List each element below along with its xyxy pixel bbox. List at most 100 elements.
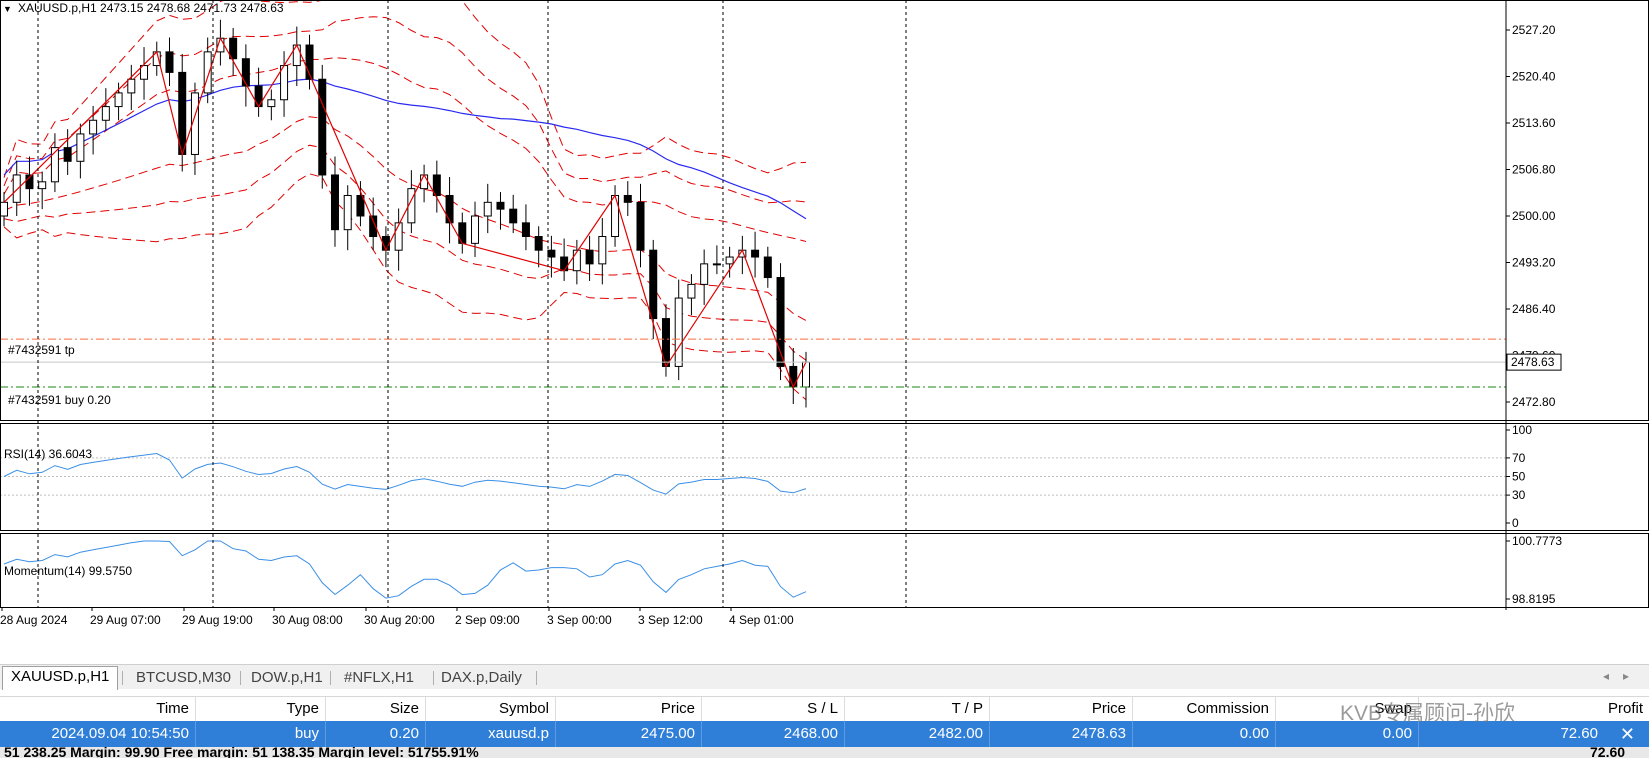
momentum-line (3, 540, 807, 599)
candle-body (114, 92, 123, 108)
col-commission[interactable]: Commission (1133, 697, 1276, 721)
momentum-axis-label: 98.8195 (1512, 592, 1556, 606)
candle-body (76, 133, 85, 162)
trade-stop-loss[interactable]: 2468.00 (702, 721, 845, 747)
time-axis-label: 28 Aug 2024 (0, 613, 68, 627)
candle-body (140, 65, 149, 80)
momentum-label: Momentum(14) 99.5750 (4, 564, 132, 578)
candle-body (483, 201, 492, 217)
watermark: KVB专属顾问-孙欣 (1340, 702, 1516, 725)
col-type[interactable]: Type (196, 697, 326, 721)
col-symbol[interactable]: Symbol (426, 697, 556, 721)
moving-average-line (3, 78, 807, 220)
candle-body (165, 51, 174, 73)
time-axis-label: 4 Sep 01:00 (729, 613, 794, 627)
candle-body (636, 201, 645, 251)
account-status-bar: 51 238.25 Margin: 99.90 Free margin: 51 … (0, 747, 1649, 758)
trade-time: 2024.09.04 10:54:50 (0, 721, 196, 747)
candle-body (521, 222, 530, 238)
envelope-band (3, 144, 807, 361)
candle-body (458, 222, 467, 244)
candle-body (432, 174, 441, 196)
candle-body (420, 174, 429, 190)
candle-body (356, 194, 365, 217)
price-axis-label: 2472.80 (1512, 395, 1556, 409)
price-axis-label: 2500.00 (1512, 209, 1556, 223)
col-time[interactable]: Time (0, 697, 196, 721)
time-axis-label: 29 Aug 19:00 (182, 613, 253, 627)
time-axis: 28 Aug 2024 29 Aug 07:00 29 Aug 19:00 30 Au… (0, 607, 794, 627)
price-axis-label: 2513.60 (1512, 116, 1556, 130)
candle-body (369, 215, 378, 238)
account-summary: 51 238.25 Margin: 99.90 Free margin: 51 … (4, 747, 479, 758)
envelope-band (3, 0, 807, 178)
candle-body (343, 194, 352, 231)
zigzag-line (3, 36, 807, 389)
price-pane: 2527.20 2520.40 2513.60 2506.80 2500.00 2493.… (0, 0, 1562, 409)
rsi-axis-label: 0 (1512, 516, 1519, 530)
tab-xauusd[interactable]: XAUUSD.p,H1 (2, 666, 119, 690)
col-profit[interactable]: Profit (1607, 700, 1643, 717)
trade-row[interactable]: 2024.09.04 10:54:50 buy 0.20 xauusd.p 24… (0, 721, 1649, 747)
candle-body (445, 194, 454, 224)
candle-body (38, 181, 47, 190)
candle-body (598, 236, 607, 265)
time-axis-label: 30 Aug 08:00 (272, 613, 343, 627)
trade-commission: 0.00 (1133, 721, 1276, 747)
trade-take-profit[interactable]: 2482.00 (845, 721, 990, 747)
chart-tabs: XAUUSD.p,H1 BTCUSD,M30 DOW.p,H1 #NFLX,H1… (0, 664, 1649, 690)
col-current-price[interactable]: Price (990, 697, 1133, 721)
candle-body (547, 249, 556, 258)
rsi-axis-label: 50 (1512, 470, 1526, 484)
col-tp[interactable]: T / P (845, 697, 990, 721)
candle-body (203, 51, 212, 94)
candle-body (394, 222, 403, 251)
candle-body (687, 283, 696, 299)
col-sl[interactable]: S / L (702, 697, 845, 721)
tab-btcusd[interactable]: BTCUSD,M30 (136, 669, 232, 686)
candle-body (50, 147, 59, 183)
col-price[interactable]: Price (556, 697, 702, 721)
candle-body (572, 249, 581, 272)
envelope-band (3, 16, 807, 204)
tab-dax[interactable]: DAX.p,Daily (441, 669, 522, 686)
candle-body (229, 37, 238, 60)
envelope-band (3, 116, 807, 322)
candle-body (63, 147, 72, 162)
time-axis-label: 2 Sep 09:00 (455, 613, 520, 627)
candle-body (471, 215, 480, 244)
col-size[interactable]: Size (326, 697, 426, 721)
tab-nflx[interactable]: #NFLX,H1 (344, 669, 415, 686)
candle-body (267, 99, 276, 108)
candle-body (190, 92, 199, 155)
rsi-line (3, 452, 807, 495)
trade-size: 0.20 (326, 721, 426, 747)
envelope-band (3, 57, 807, 242)
col-swap[interactable]: Swap (1276, 697, 1419, 721)
rsi-label: RSI(14) 36.6043 (4, 447, 92, 461)
candle-body (178, 71, 187, 155)
tab-scroll-arrows[interactable]: ◂▸ (1602, 669, 1643, 683)
candle-body (560, 256, 569, 272)
trade-symbol: xauusd.p (426, 721, 556, 747)
rsi-axis-label: 100 (1512, 423, 1532, 437)
candle-body (305, 44, 314, 80)
candle-body (789, 365, 798, 388)
candle-body (700, 263, 709, 285)
candle-body (674, 297, 683, 367)
trade-open-price: 2475.00 (556, 721, 702, 747)
candle-body (585, 249, 594, 265)
candle-body (725, 256, 734, 265)
tab-dow[interactable]: DOW.p,H1 (251, 669, 323, 686)
price-axis-label: 2527.20 (1512, 23, 1556, 37)
current-price-box (1506, 353, 1562, 371)
candle-body (127, 78, 136, 94)
envelope-band (3, 173, 807, 401)
chart-area[interactable]: 2527.20 2520.40 2513.60 2506.80 2500.00 2493.… (0, 0, 1649, 664)
close-icon[interactable]: ✕ (1619, 724, 1635, 744)
symbol-header: XAUUSD.p,H1 2473.15 2478.68 2471.73 2478… (18, 1, 284, 15)
header-menu-arrow-icon[interactable]: ▼ (3, 4, 12, 14)
candle-body (101, 106, 110, 121)
time-axis-label: 29 Aug 07:00 (90, 613, 161, 627)
candle-body (0, 201, 9, 217)
